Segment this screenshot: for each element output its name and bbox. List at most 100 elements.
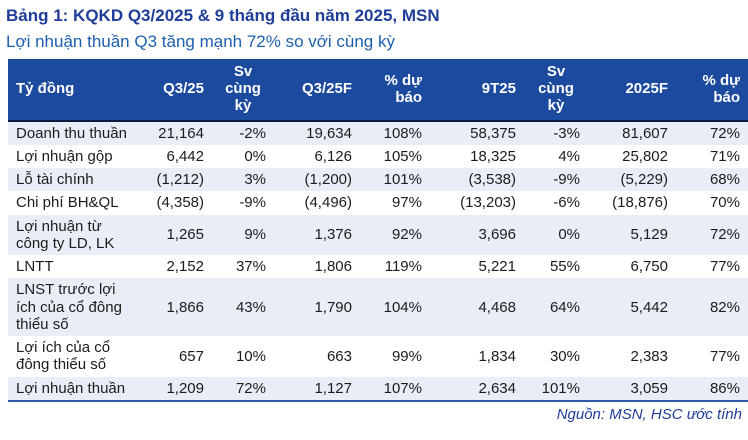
value-cell: 99% <box>391 347 422 365</box>
value-cell: 101% <box>383 171 422 189</box>
row-label: Lợi nhuận từ công ty LD, LK <box>16 217 115 252</box>
value-cell: 2,383 <box>630 347 668 365</box>
value-cell: 119% <box>384 258 422 276</box>
financial-results-table: Tỷ đồng Q3/25 Sv cùng kỳ Q3/25F % dự báo… <box>8 59 748 402</box>
value-cell: 1,127 <box>274 376 360 402</box>
value-cell: -6% <box>553 194 580 212</box>
value-cell: 71% <box>709 147 740 165</box>
column-header-q3-25: Q3/25 <box>142 59 212 122</box>
value-cell: 9% <box>244 226 266 244</box>
value-cell: (13,203) <box>460 194 516 212</box>
value-cell: 68% <box>709 171 740 189</box>
value-cell: 5,129 <box>630 226 668 244</box>
row-label: LNTT <box>16 258 54 276</box>
value-cell: (3,538) <box>468 171 516 189</box>
value-cell: -9% <box>239 194 266 212</box>
value-cell: 1,265 <box>166 226 204 244</box>
row-label: Doanh thu thuần <box>16 124 127 142</box>
table-body: Doanh thu thuần 21,164 -2% 19,634 108% 5… <box>8 120 748 402</box>
value-cell: 10% <box>235 347 266 365</box>
row-label: Chi phí BH&QL <box>16 194 119 212</box>
value-cell: 81,607 <box>622 124 668 142</box>
value-cell: 2,152 <box>166 258 204 276</box>
value-cell: 3% <box>244 171 266 189</box>
value-cell: 0% <box>244 147 266 165</box>
value-cell: 6,126 <box>314 147 352 165</box>
table-row: Chi phí BH&QL (4,358) -9% (4,496) 97% (1… <box>8 191 748 215</box>
value-cell: 82% <box>709 298 740 316</box>
value-cell: 55% <box>549 258 580 276</box>
value-cell: 86% <box>676 376 748 402</box>
value-cell: 92% <box>391 226 422 244</box>
row-label: Lỗ tài chính <box>16 171 94 189</box>
value-cell: (1,200) <box>304 171 352 189</box>
value-cell: 105% <box>383 147 422 165</box>
value-cell: 108% <box>383 124 422 142</box>
value-cell: 77% <box>709 347 740 365</box>
table-subtitle: Lợi nhuận thuần Q3 tăng mạnh 72% so với … <box>6 32 395 52</box>
table-row: LNST trước lợi ích của cổ đông thiểu số … <box>8 278 748 337</box>
table-row: Lợi nhuận thuần 1,209 72% 1,127 107% 2,6… <box>8 376 748 402</box>
value-cell: 30% <box>549 347 580 365</box>
table-row: Lợi nhuận gộp 6,442 0% 6,126 105% 18,325… <box>8 144 748 169</box>
value-cell: 1,376 <box>314 226 352 244</box>
value-cell: 1,834 <box>478 347 516 365</box>
value-cell: (18,876) <box>612 194 668 212</box>
column-header-9t25: 9T25 <box>430 59 524 122</box>
value-cell: 25,802 <box>622 147 668 165</box>
value-cell: 2,634 <box>430 376 524 402</box>
row-label: Lợi ích của cổ đông thiểu số <box>16 339 111 374</box>
column-header-2025f: 2025F <box>588 59 676 122</box>
value-cell: 0% <box>558 226 580 244</box>
value-cell: 3,059 <box>588 376 676 402</box>
value-cell: 72% <box>709 226 740 244</box>
value-cell: 72% <box>212 376 274 402</box>
value-cell: 5,442 <box>630 298 668 316</box>
value-cell: 101% <box>524 376 588 402</box>
value-cell: 43% <box>235 298 266 316</box>
table-row: LNTT 2,152 37% 1,806 119% 5,221 55% 6,75… <box>8 255 748 279</box>
value-cell: 97% <box>391 194 422 212</box>
column-header-q3-25f: Q3/25F <box>274 59 360 122</box>
value-cell: 1,209 <box>142 376 212 402</box>
value-cell: (4,496) <box>304 194 352 212</box>
value-cell: 663 <box>326 347 352 365</box>
table-row: Doanh thu thuần 21,164 -2% 19,634 108% 5… <box>8 120 748 145</box>
row-label: LNST trước lợi ích của cổ đông thiểu số <box>16 281 122 333</box>
value-cell: 104% <box>383 298 422 316</box>
value-cell: 1,866 <box>166 298 204 316</box>
value-cell: (4,358) <box>156 194 204 212</box>
value-cell: 107% <box>360 376 430 402</box>
value-cell: 3,696 <box>478 226 516 244</box>
source-note: Nguồn: MSN, HSC ước tính <box>556 405 742 423</box>
value-cell: -9% <box>553 171 580 189</box>
value-cell: 70% <box>709 194 740 212</box>
value-cell: (5,229) <box>620 171 668 189</box>
table-row: Lỗ tài chính (1,212) 3% (1,200) 101% (3,… <box>8 168 748 192</box>
value-cell: 18,325 <box>470 147 516 165</box>
value-cell: 657 <box>178 347 204 365</box>
table-row: Lợi nhuận từ công ty LD, LK 1,265 9% 1,3… <box>8 214 748 256</box>
value-cell: -3% <box>553 124 580 142</box>
column-header-ty-dong: Tỷ đồng <box>8 59 142 122</box>
value-cell: 58,375 <box>470 124 516 142</box>
value-cell: 64% <box>549 298 580 316</box>
table-row: Lợi ích của cổ đông thiểu số 657 10% 663… <box>8 336 748 377</box>
column-header-pct-du-bao-2: % dự báo <box>676 59 748 122</box>
column-header-sv-cung-ky-2: Sv cùng kỳ <box>524 59 588 122</box>
value-cell: 72% <box>709 124 740 142</box>
header-row: Tỷ đồng Q3/25 Sv cùng kỳ Q3/25F % dự báo… <box>8 59 748 122</box>
value-cell: 1,806 <box>314 258 352 276</box>
value-cell: 4% <box>558 147 580 165</box>
column-header-sv-cung-ky-1: Sv cùng kỳ <box>212 59 274 122</box>
value-cell: 37% <box>235 258 266 276</box>
row-label: Lợi nhuận thuần <box>8 376 142 402</box>
value-cell: 6,442 <box>166 147 204 165</box>
value-cell: 1,790 <box>314 298 352 316</box>
value-cell: 77% <box>709 258 740 276</box>
value-cell: 4,468 <box>478 298 516 316</box>
value-cell: -2% <box>239 124 266 142</box>
value-cell: 6,750 <box>630 258 668 276</box>
value-cell: (1,212) <box>156 171 204 189</box>
